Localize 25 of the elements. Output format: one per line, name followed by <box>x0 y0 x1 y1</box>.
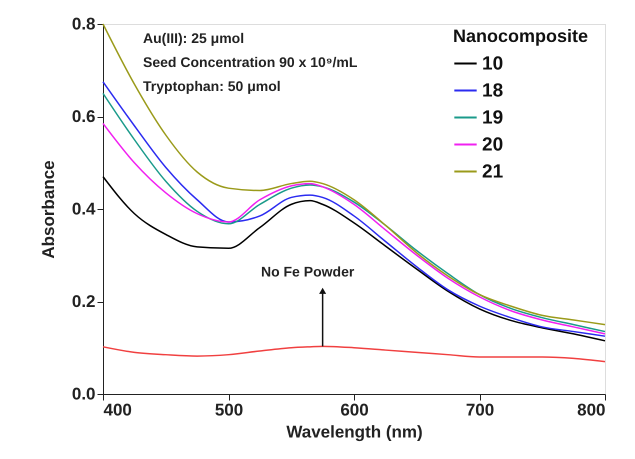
y-tick-label: 0.8 <box>72 14 96 34</box>
line-series <box>102 176 606 342</box>
legend-label: 21 <box>482 162 504 182</box>
legend-title: Nanocomposite <box>453 26 588 46</box>
annotation: Au(III): 25 μmol <box>143 30 244 46</box>
x-tick-label: 700 <box>466 400 494 420</box>
legend-label: 19 <box>482 108 504 128</box>
annotation: Seed Concentration 90 x 10⁹/mL <box>143 54 358 70</box>
x-tick-label: 600 <box>340 400 369 420</box>
y-axis-title: Absorbance <box>38 160 58 259</box>
legend-label: 18 <box>482 80 504 102</box>
y-tick-label: 0.4 <box>72 200 96 218</box>
x-tick-label: 500 <box>214 400 244 420</box>
x-tick-label: 400 <box>104 400 132 420</box>
legend-label: 20 <box>482 134 504 156</box>
x-axis-title: Wavelength (nm) <box>286 422 423 442</box>
line-series <box>102 23 606 326</box>
annotation: No Fe Powder <box>260 263 355 280</box>
x-tick-label: 800 <box>577 400 606 420</box>
annotation: Tryptophan: 50 μmol <box>143 78 281 94</box>
y-tick-label: 0.2 <box>72 292 96 311</box>
y-tick-label: 0.6 <box>72 107 96 126</box>
legend-label: 10 <box>482 54 504 74</box>
line-series <box>102 346 606 362</box>
y-tick-label: 0.0 <box>72 384 96 404</box>
